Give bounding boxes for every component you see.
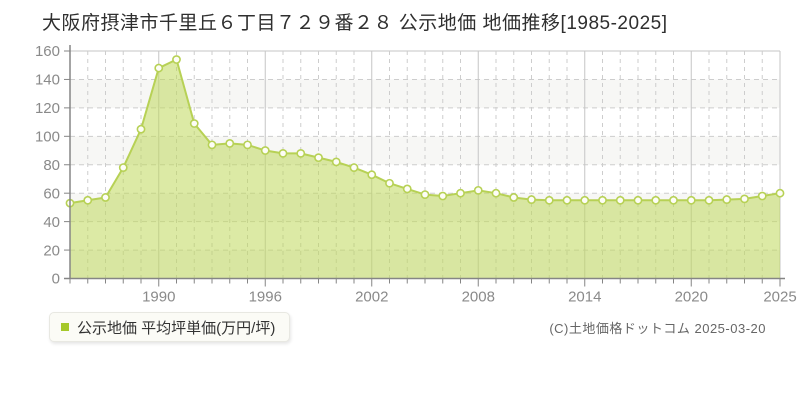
- data-point-marker: [349, 163, 359, 172]
- data-point-marker: [562, 195, 572, 205]
- data-point-marker: [118, 163, 128, 172]
- x-tick-label: 2020: [675, 289, 708, 306]
- data-point-marker: [704, 195, 714, 205]
- data-point-marker: [314, 153, 323, 163]
- data-point-marker: [207, 140, 217, 150]
- chart-area-fill: [70, 59, 780, 279]
- x-tick-label: 2014: [568, 289, 601, 306]
- y-tick-label: 60: [43, 185, 60, 202]
- data-point-marker: [775, 188, 785, 198]
- data-point-marker: [615, 195, 625, 205]
- y-tick-label: 20: [43, 242, 60, 259]
- x-tick-label: 2008: [462, 289, 495, 306]
- data-point-marker: [633, 195, 643, 205]
- data-point-marker: [580, 195, 590, 205]
- data-point-marker: [385, 178, 394, 188]
- data-point-marker: [172, 55, 181, 64]
- data-point-marker: [669, 195, 678, 205]
- data-point-marker: [278, 148, 288, 158]
- y-tick-label: 140: [35, 72, 60, 89]
- y-tick-label: 100: [35, 129, 60, 146]
- data-point-marker: [83, 195, 93, 205]
- copyright-text: (C)土地価格ドットコム 2025-03-20: [549, 321, 766, 336]
- data-point-marker: [189, 119, 199, 128]
- x-tick-label: 1990: [142, 289, 175, 306]
- data-point-marker: [367, 170, 377, 180]
- data-point-marker: [509, 193, 519, 202]
- data-point-marker: [473, 185, 483, 195]
- data-point-marker: [101, 193, 110, 202]
- y-tick-label: 0: [52, 271, 60, 288]
- data-point-marker: [402, 184, 412, 194]
- data-point-marker: [456, 188, 465, 198]
- data-point-marker: [598, 195, 607, 205]
- data-point-marker: [225, 139, 235, 148]
- legend: 公示地価 平均坪単価(万円/坪): [49, 312, 291, 342]
- data-point-marker: [740, 194, 749, 204]
- y-tick-label: 80: [43, 157, 60, 174]
- x-tick-label: 2025: [763, 289, 796, 306]
- y-tick-label: 160: [35, 43, 60, 60]
- data-point-marker: [420, 190, 430, 200]
- data-point-marker: [136, 124, 146, 134]
- data-point-marker: [686, 195, 696, 205]
- legend-label: 公示地価 平均坪単価(万円/坪): [77, 319, 276, 337]
- data-point-marker: [260, 146, 270, 155]
- y-tick-label: 120: [35, 100, 60, 117]
- data-point-marker: [722, 195, 732, 204]
- data-point-marker: [757, 191, 767, 201]
- data-point-marker: [438, 191, 448, 201]
- x-tick-label: 1996: [249, 289, 282, 306]
- y-tick-label: 40: [43, 214, 60, 231]
- data-point-marker: [491, 188, 501, 198]
- data-point-marker: [544, 195, 554, 205]
- legend-marker-icon: [61, 323, 69, 331]
- data-point-marker: [331, 157, 341, 167]
- data-point-marker: [154, 63, 164, 73]
- data-point-marker: [243, 140, 252, 150]
- data-point-marker: [296, 148, 306, 158]
- page-title: 大阪府摂津市千里丘６丁目７２９番２８ 公示地価 地価推移[1985-2025]: [42, 13, 668, 34]
- data-point-marker: [651, 195, 661, 205]
- x-tick-label: 2002: [355, 289, 388, 306]
- data-point-marker: [527, 195, 536, 204]
